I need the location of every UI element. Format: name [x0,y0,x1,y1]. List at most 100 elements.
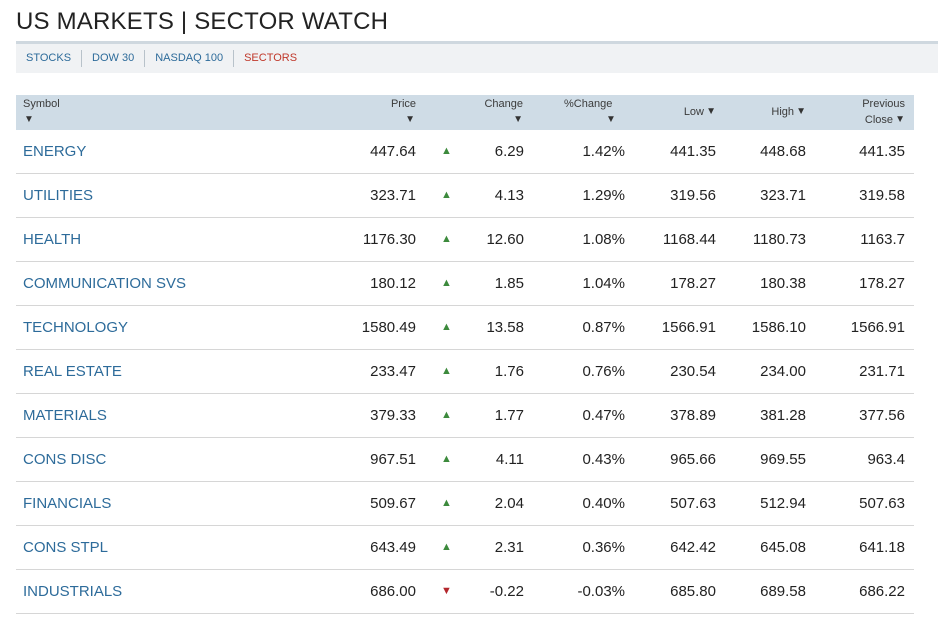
sector-link[interactable]: TECHNOLOGY [23,319,129,336]
table-row: CONS DISC ▲ 967.51 4.11 0.43% 965.66 969.55 963… [16,438,914,482]
previous-close-cell: 641.18 [859,539,905,556]
nav-tab-sectors[interactable]: SECTORS [233,50,307,67]
sort-arrow-icon: ▼ [706,106,716,117]
sector-link[interactable]: REAL ESTATE [23,363,122,380]
previous-close-cell: 441.35 [859,143,905,160]
up-arrow-icon: ▲ [441,409,452,421]
sort-arrow-icon: ▼ [796,106,806,117]
previous-close-cell: 377.56 [859,407,905,424]
column-header-pct-change[interactable]: %Change ▼ [536,95,616,130]
table-row: HEALTH ▲ 1176.30 12.60 1.08% 1168.44 1180.73 11… [16,218,914,262]
sector-link[interactable]: ENERGY [23,143,87,160]
low-cell: 1168.44 [662,231,716,248]
column-header-previous-close[interactable]: Previous Close ▼ [836,95,906,130]
column-label-pct-change: %Change [564,98,613,110]
table-row: INDUSTRIALS ▼ 686.00 -0.22 -0.03% 685.80 689.5… [16,570,914,614]
change-cell: 1.77 [494,407,524,424]
low-cell: 685.80 [670,583,716,600]
pct-change-cell: 1.08% [582,231,625,248]
table-row: FINANCIALS ▲ 509.67 2.04 0.40% 507.63 512.94 50… [16,482,914,526]
change-cell: -0.22 [489,583,524,600]
table-row: MATERIALS ▲ 379.33 1.77 0.47% 378.89 381.28 377… [16,394,914,438]
sector-link[interactable]: HEALTH [23,231,82,248]
table-row: REAL ESTATE ▲ 233.47 1.76 0.76% 230.54 234.00 2… [16,350,914,394]
change-cell: 12.60 [486,231,524,248]
page-title: US MARKETS | SECTOR WATCH [16,8,389,35]
price-cell: 180.12 [370,275,416,292]
previous-close-cell: 231.71 [859,363,905,380]
nav-tab-nasdaq-100[interactable]: NASDAQ 100 [144,50,233,67]
column-label-low: Low [683,106,704,118]
pct-change-cell: 1.29% [582,187,625,204]
nav-tab-dow-30[interactable]: DOW 30 [81,50,144,67]
pct-change-cell: 0.76% [582,363,625,380]
previous-close-cell: 1566.91 [850,319,905,336]
previous-close-cell: 507.63 [859,495,905,512]
sector-link[interactable]: COMMUNICATION SVS [23,275,187,292]
pct-change-cell: 1.42% [582,143,625,160]
change-cell: 6.29 [494,143,524,160]
sector-link[interactable]: CONS STPL [23,539,109,556]
sector-link[interactable]: FINANCIALS [23,495,112,512]
previous-close-cell: 178.27 [859,275,905,292]
price-cell: 509.67 [370,495,416,512]
price-cell: 379.33 [370,407,416,424]
pct-change-cell: -0.03% [577,583,625,600]
table-header: Symbol ▼ Price ▼ Change ▼ %Change ▼ Low … [16,95,914,130]
pct-change-cell: 0.43% [582,451,625,468]
high-cell: 381.28 [760,407,806,424]
high-cell: 448.68 [760,143,806,160]
high-cell: 1586.10 [751,319,806,336]
change-cell: 2.04 [494,495,524,512]
sector-link[interactable]: MATERIALS [23,407,107,424]
low-cell: 507.63 [670,495,716,512]
sector-link[interactable]: CONS DISC [23,451,107,468]
column-label-previous: Previous [862,98,905,110]
column-header-symbol[interactable]: Symbol ▼ [16,95,136,130]
high-cell: 645.08 [760,539,806,556]
previous-close-cell: 963.4 [867,451,905,468]
pct-change-cell: 1.04% [582,275,625,292]
down-arrow-icon: ▼ [441,585,452,597]
low-cell: 642.42 [670,539,716,556]
table-row: CONS STPL ▲ 643.49 2.31 0.36% 642.42 645.08 641… [16,526,914,570]
low-cell: 319.56 [670,187,716,204]
column-header-change[interactable]: Change ▼ [446,95,524,130]
high-cell: 1180.73 [752,231,806,248]
table-row: UTILITIES ▲ 323.71 4.13 1.29% 319.56 323.71 319… [16,174,914,218]
up-arrow-icon: ▲ [441,277,452,289]
pct-change-cell: 0.47% [582,407,625,424]
table-row: TECHNOLOGY ▲ 1580.49 13.58 0.87% 1566.91 1586.… [16,306,914,350]
price-cell: 967.51 [370,451,416,468]
pct-change-cell: 0.36% [582,539,625,556]
high-cell: 512.94 [760,495,806,512]
column-header-price[interactable]: Price ▼ [346,95,416,130]
low-cell: 441.35 [670,143,716,160]
pct-change-cell: 0.87% [582,319,625,336]
price-cell: 323.71 [370,187,416,204]
change-cell: 1.85 [494,275,524,292]
table-row: ENERGY ▲ 447.64 6.29 1.42% 441.35 448.68 441.35 [16,130,914,174]
sort-arrow-icon: ▼ [405,114,415,125]
column-label-close: Close [864,114,893,126]
market-nav: STOCKS DOW 30 NASDAQ 100 SECTORS [16,44,938,73]
column-label-symbol: Symbol [23,98,60,110]
sort-arrow-icon: ▼ [895,114,905,125]
sector-link[interactable]: UTILITIES [23,187,94,204]
previous-close-cell: 1163.7 [860,231,905,248]
column-header-high[interactable]: High ▼ [746,95,806,130]
low-cell: 178.27 [670,275,716,292]
up-arrow-icon: ▲ [441,189,452,201]
nav-tab-stocks[interactable]: STOCKS [26,52,72,64]
low-cell: 965.66 [670,451,716,468]
high-cell: 234.00 [760,363,806,380]
table-body: ENERGY ▲ 447.64 6.29 1.42% 441.35 448.68 441.35… [16,130,914,614]
sector-link[interactable]: INDUSTRIALS [23,583,123,600]
column-header-low[interactable]: Low ▼ [656,95,716,130]
sort-arrow-icon: ▼ [606,114,616,125]
up-arrow-icon: ▲ [441,497,452,509]
previous-close-cell: 686.22 [859,583,905,600]
sort-arrow-icon: ▼ [513,114,523,125]
high-cell: 180.38 [760,275,806,292]
price-cell: 1580.49 [361,319,416,336]
